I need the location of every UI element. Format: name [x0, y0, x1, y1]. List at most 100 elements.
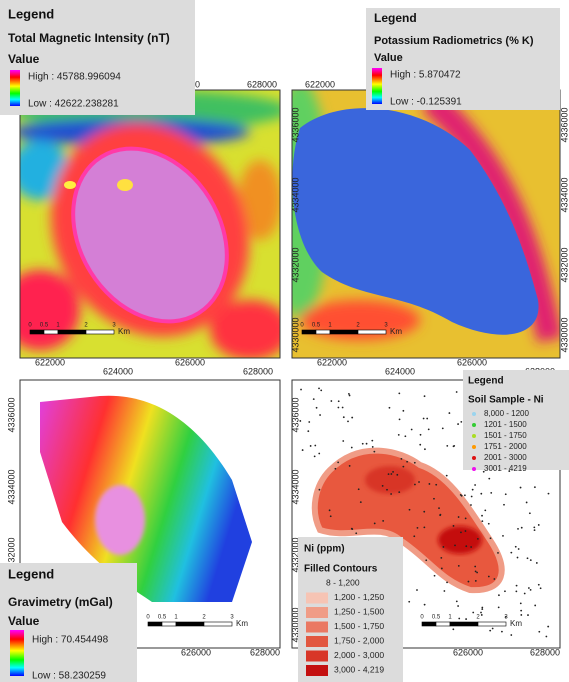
- sample-point: [360, 501, 362, 503]
- sample-point: [413, 535, 415, 537]
- sample-point: [446, 445, 448, 447]
- sample-point: [338, 400, 340, 402]
- page: Map panels {"scale_bar": {"labels": ["0"…: [0, 0, 569, 682]
- sample-point: [319, 414, 321, 416]
- sample-point: [453, 445, 455, 447]
- contour-core: [365, 466, 415, 494]
- sample-point: [489, 630, 491, 632]
- axis-label: 626000: [453, 647, 483, 657]
- sample-point: [524, 593, 526, 595]
- sample-point: [420, 434, 422, 436]
- legend-title: Legend: [8, 566, 54, 581]
- scale-segment: [436, 622, 450, 626]
- axis-label: 628000: [243, 366, 273, 376]
- legend-ramp: [372, 68, 382, 104]
- legend-swatch: [306, 665, 328, 676]
- sample-point: [382, 485, 384, 487]
- sample-point: [401, 458, 403, 460]
- sample-point: [414, 484, 416, 486]
- sample-point: [313, 398, 315, 400]
- sample-point: [534, 529, 536, 531]
- legend-swatch: [306, 607, 328, 618]
- legend-swatch: [306, 622, 328, 633]
- sample-point: [337, 407, 339, 409]
- sample-point: [423, 511, 425, 513]
- legend-layer: Soil Sample - Ni: [468, 395, 544, 406]
- anomaly: [95, 485, 145, 555]
- sample-point: [457, 605, 459, 607]
- legend-field: Value: [8, 52, 40, 66]
- axis-label: 4334000: [559, 177, 569, 212]
- sample-point: [334, 468, 336, 470]
- sample-point: [318, 453, 320, 455]
- sample-point: [493, 578, 495, 580]
- contour-core: [438, 526, 482, 554]
- sample-point: [505, 493, 507, 495]
- sample-point: [488, 576, 490, 578]
- sample-point: [351, 528, 353, 530]
- sample-point: [416, 589, 418, 591]
- sample-point: [389, 407, 391, 409]
- sample-point: [481, 607, 483, 609]
- sample-point: [392, 471, 394, 473]
- sample-point: [536, 562, 538, 564]
- sample-point: [390, 473, 392, 475]
- legend-swatch: [306, 636, 328, 647]
- sample-point: [503, 504, 505, 506]
- sample-point: [498, 594, 500, 596]
- sample-point: [408, 601, 410, 603]
- axis-label: 4334000: [6, 469, 16, 504]
- scale-label: 0.5: [312, 323, 321, 329]
- sample-point: [520, 487, 522, 489]
- legend-layer: Ni (ppm): [304, 544, 345, 555]
- sample-point: [366, 443, 368, 445]
- sample-point: [337, 462, 339, 464]
- legend-class: 3001 - 4219: [484, 464, 527, 473]
- sample-point: [358, 488, 360, 490]
- sample-point: [548, 493, 550, 495]
- figure: 6260006280006220006240006260006280006220…: [0, 0, 569, 682]
- legend-symbol: [472, 434, 476, 438]
- sample-point: [318, 387, 320, 389]
- axis-label: 4336000: [6, 397, 16, 432]
- legend-field: Filled Contours: [304, 564, 378, 575]
- sample-point: [446, 581, 448, 583]
- axis-label: 628000: [247, 79, 277, 89]
- sample-point: [472, 612, 474, 614]
- sample-point: [454, 544, 456, 546]
- sample-point: [477, 538, 479, 540]
- scale-segment: [478, 622, 506, 626]
- axis-label: 622000: [317, 357, 347, 367]
- legend-low: Low : 58.230259: [32, 671, 106, 682]
- sample-point: [521, 527, 523, 529]
- sample-point: [534, 605, 536, 607]
- legend-class: 8 - 1,200: [326, 577, 360, 587]
- legend-class: 3,000 - 4,219: [334, 664, 384, 674]
- legend-symbol: [472, 445, 476, 449]
- sample-point: [382, 520, 384, 522]
- scale-label: 0.5: [158, 615, 167, 621]
- sample-point: [465, 530, 467, 532]
- axis-label: 628000: [530, 647, 560, 657]
- sample-point: [490, 537, 492, 539]
- sample-point: [460, 531, 462, 533]
- legend-class: 1201 - 1500: [484, 420, 527, 429]
- legend-ramp: [10, 70, 20, 106]
- sample-point: [411, 429, 413, 431]
- axis-label: 4334000: [290, 469, 300, 504]
- sample-point: [475, 580, 477, 582]
- sample-point: [476, 572, 478, 574]
- sample-point: [355, 532, 357, 534]
- sample-point: [343, 416, 345, 418]
- legend-symbol: [472, 467, 476, 471]
- sample-point: [349, 395, 351, 397]
- sample-point: [388, 473, 390, 475]
- scale-segment: [30, 330, 44, 334]
- sample-point: [515, 546, 517, 548]
- sample-point: [481, 608, 483, 610]
- axis-label: 4332000: [290, 247, 300, 282]
- scale-unit: Km: [390, 327, 402, 336]
- sample-point: [424, 604, 426, 606]
- sample-point: [465, 618, 467, 620]
- sample-point: [424, 395, 426, 397]
